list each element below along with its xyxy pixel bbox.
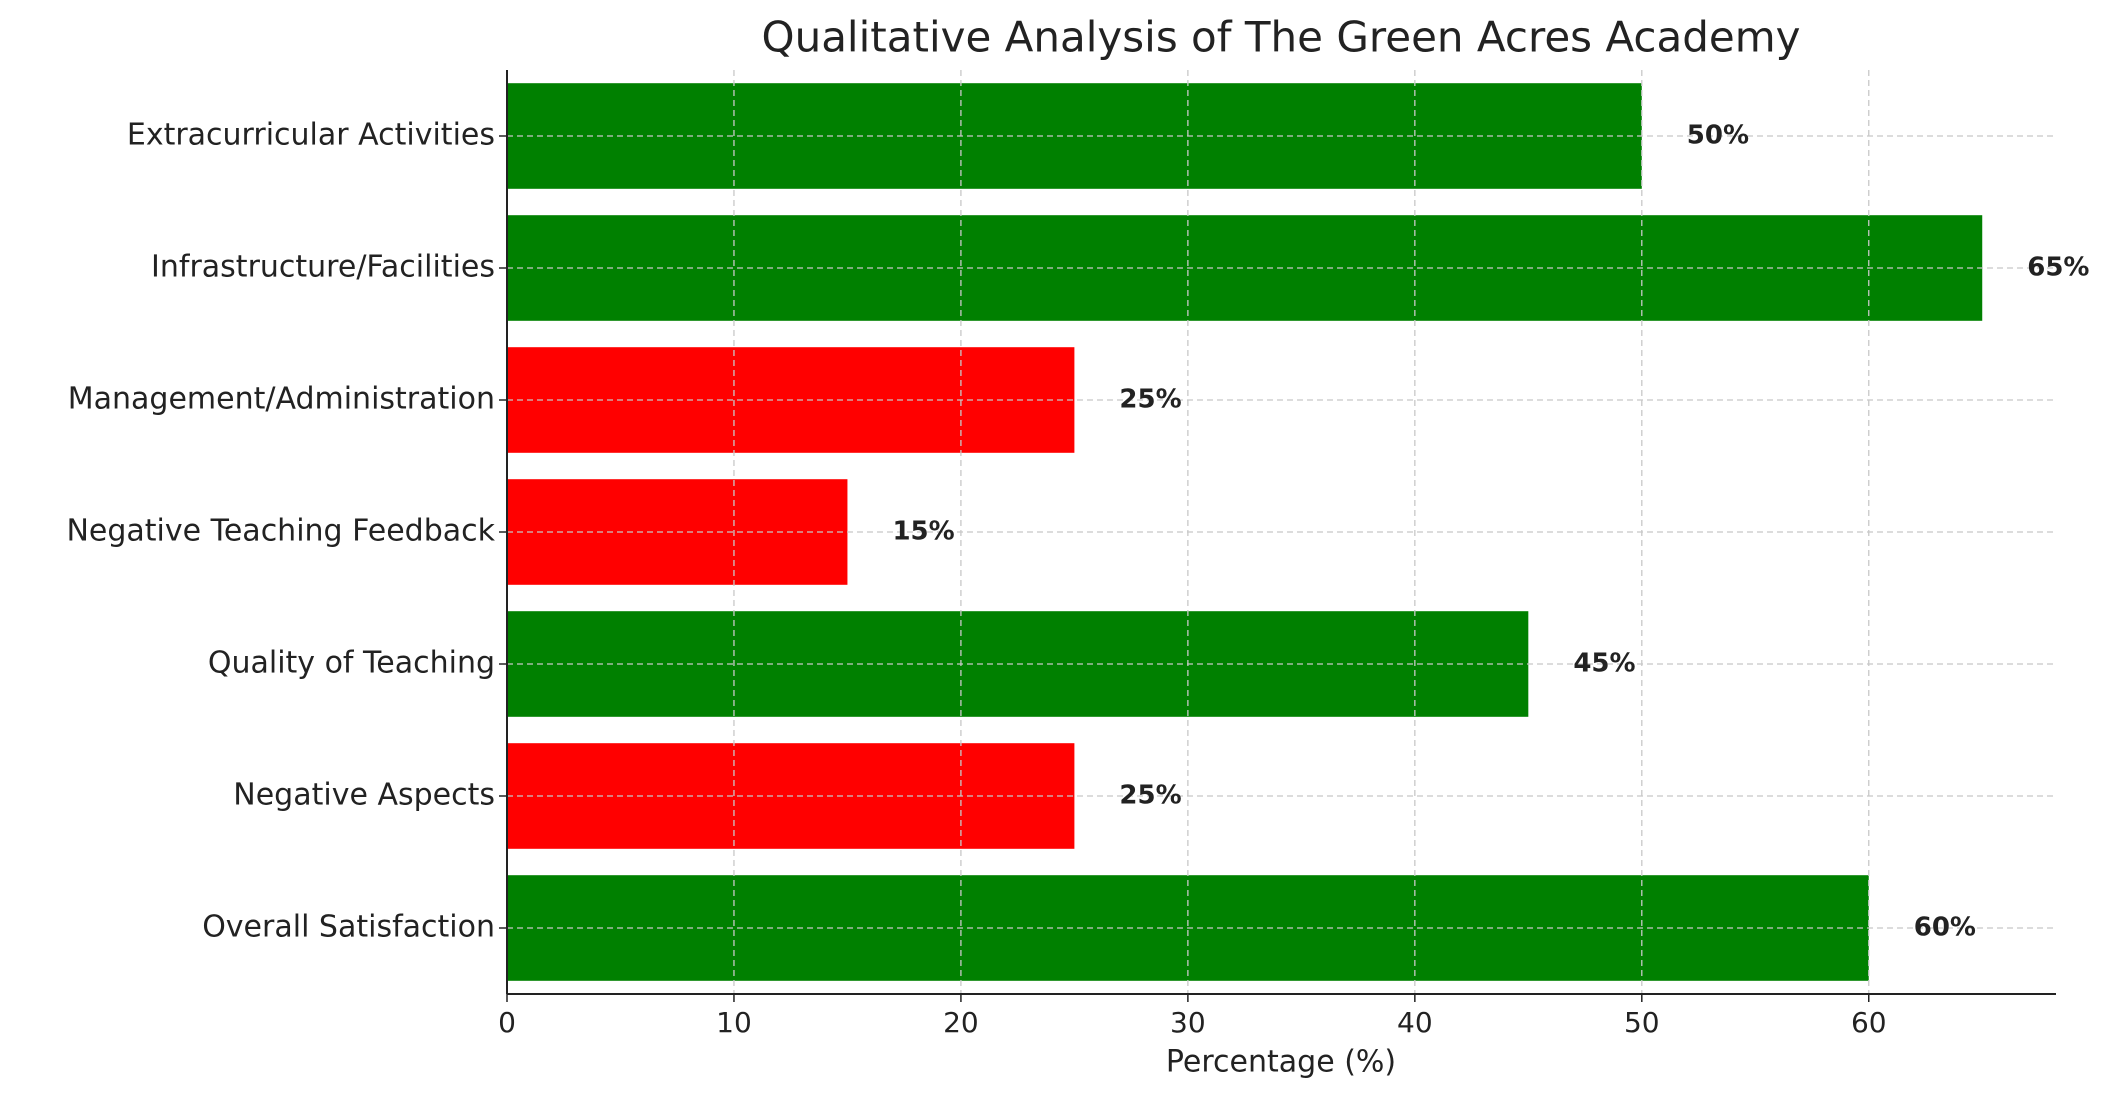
x-tick-label: 30 (1170, 1006, 1206, 1039)
value-label: 45% (1573, 649, 1635, 679)
x-tick-label: 60 (1851, 1006, 1887, 1039)
y-tick-label: Negative Aspects (233, 778, 495, 813)
x-axis-label: Percentage (%) (1166, 1045, 1396, 1080)
value-label: 65% (2027, 253, 2089, 283)
y-tick-label: Management/Administration (68, 382, 495, 417)
value-label: 60% (1914, 913, 1976, 943)
x-tick-label: 20 (943, 1006, 979, 1039)
value-label: 15% (892, 517, 954, 547)
x-tick-label: 40 (1397, 1006, 1433, 1039)
y-tick-label: Extracurricular Activities (127, 118, 495, 153)
x-tick-label: 10 (716, 1006, 752, 1039)
value-label: 25% (1119, 781, 1181, 811)
x-tick-label: 0 (498, 1006, 516, 1039)
y-tick-label: Infrastructure/Facilities (151, 250, 495, 285)
chart-title: Qualitative Analysis of The Green Acres … (762, 13, 1801, 62)
y-tick-label: Overall Satisfaction (202, 910, 495, 945)
value-label: 50% (1687, 121, 1749, 151)
y-tick-label: Negative Teaching Feedback (66, 514, 495, 549)
value-label: 25% (1119, 385, 1181, 415)
x-tick-label: 50 (1624, 1006, 1660, 1039)
y-tick-label: Quality of Teaching (208, 646, 495, 681)
